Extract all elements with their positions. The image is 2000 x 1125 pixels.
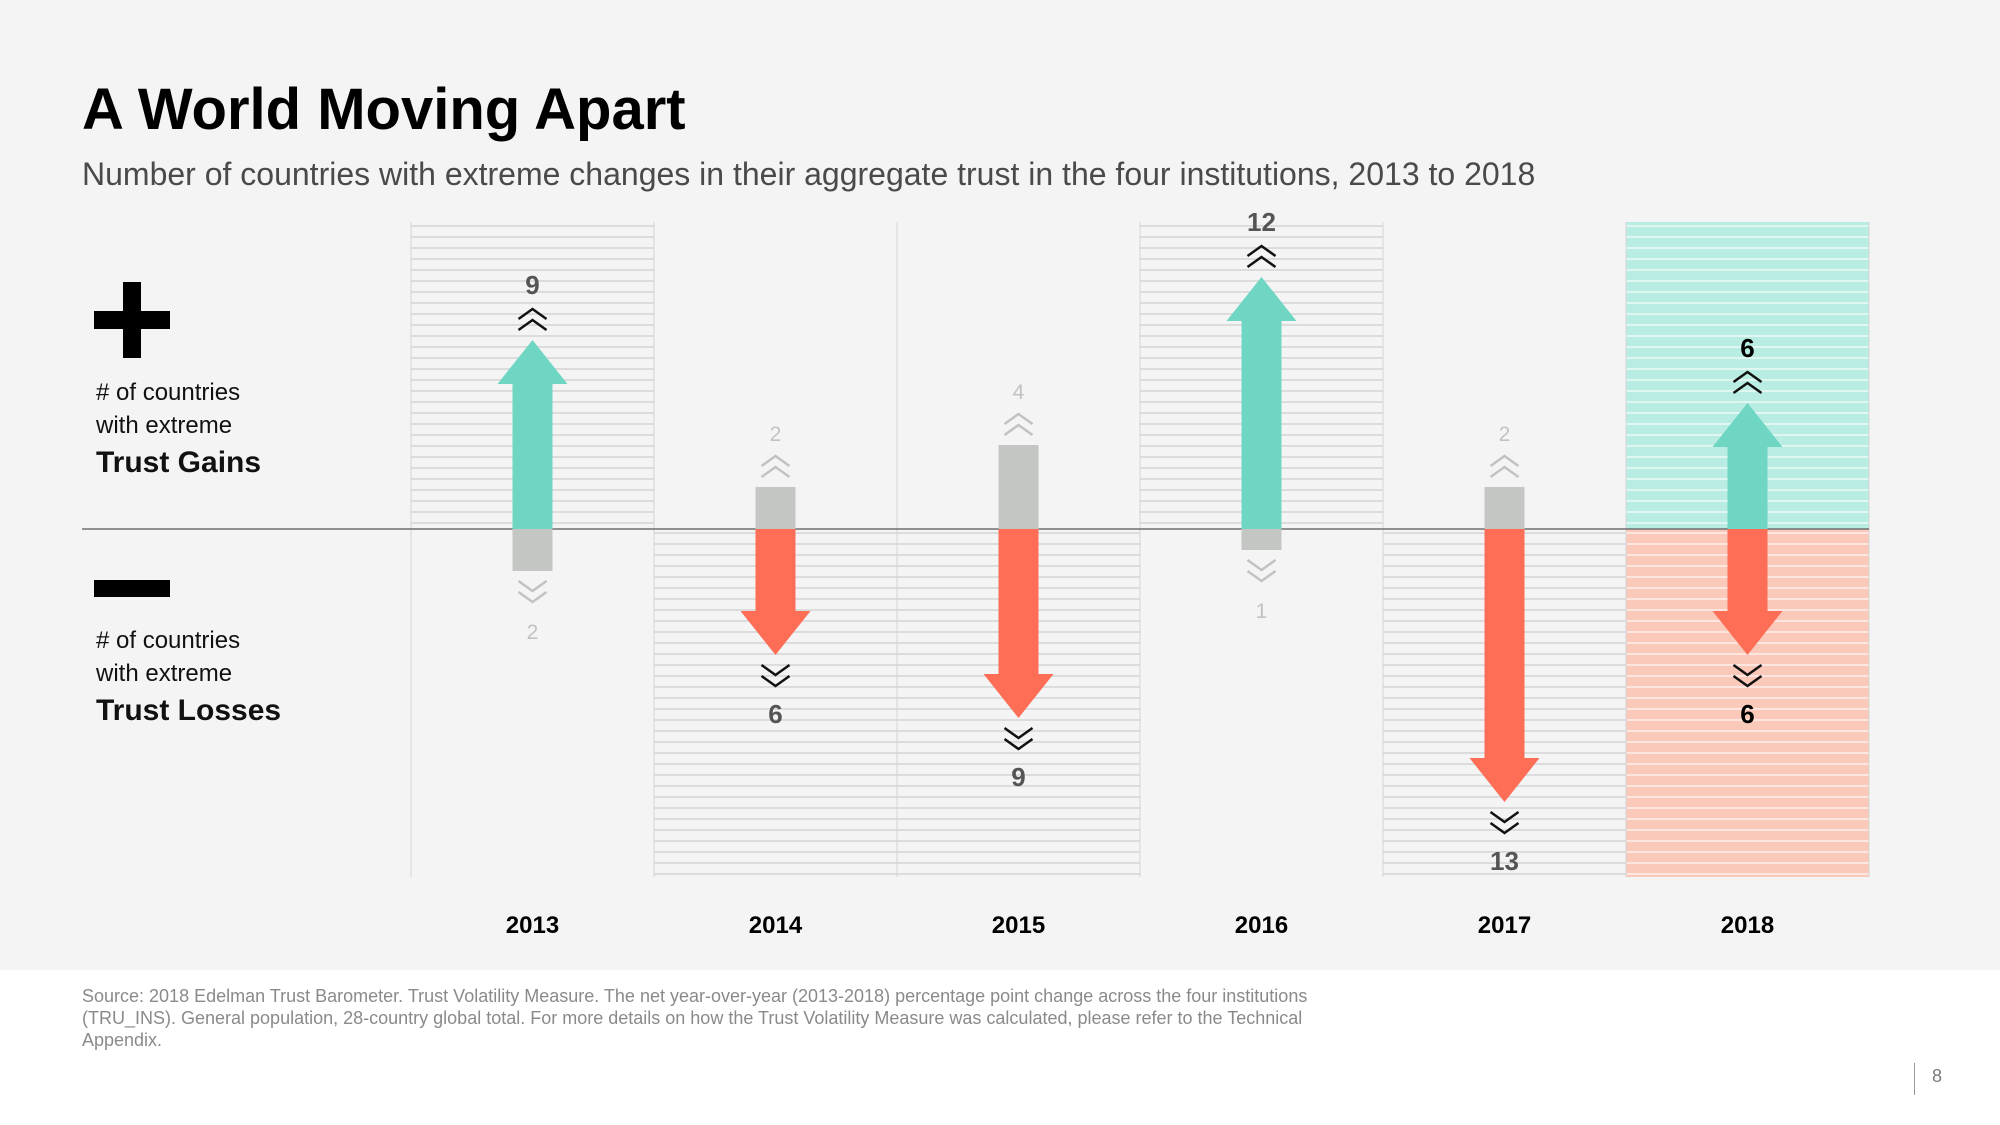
year-label-2018: 2018: [1721, 912, 1774, 939]
loss-value-2015: 9: [1011, 762, 1025, 792]
chevron: [1732, 370, 1763, 384]
loss-chevron-icon-2018: [1732, 663, 1763, 688]
gain-value-2015: 4: [1013, 381, 1025, 404]
gain-bar-2014: [755, 487, 796, 529]
chevron: [1246, 255, 1277, 269]
page-number: 8: [1932, 1066, 1943, 1086]
year-label-2016: 2016: [1235, 912, 1288, 939]
gains-legend-label: Trust Gains: [96, 446, 262, 479]
gain-bar-2015: [998, 445, 1039, 529]
loss-value-2018: 6: [1740, 699, 1754, 729]
gain-chevron-icon-2017: [1489, 454, 1520, 479]
chevron: [1489, 810, 1520, 824]
minus-icon: [94, 580, 170, 597]
gain-chevron-icon-2018: [1732, 370, 1763, 395]
chevron: [1489, 454, 1520, 468]
losses-legend-label: Trust Losses: [96, 694, 282, 727]
chevron: [1003, 726, 1034, 740]
gain-chevron-icon-2015: [1003, 412, 1034, 437]
gain-arrow-2016: [1226, 277, 1297, 529]
chevron: [1489, 821, 1520, 835]
loss-arrow-2017: [1469, 529, 1540, 802]
gain-chevron-icon-2013: [517, 307, 548, 332]
chevron: [517, 590, 548, 604]
chevron: [1246, 569, 1277, 583]
loss-arrow-2014: [740, 529, 811, 655]
chevron: [1003, 737, 1034, 751]
gain-arrow-2018: [1712, 403, 1783, 529]
loss-value-2013: 2: [527, 621, 539, 644]
loss-arrow-2018: [1712, 529, 1783, 655]
year-label-2013: 2013: [506, 912, 559, 939]
loss-chevron-icon-2015: [1003, 726, 1034, 751]
loss-chevron-icon-2013: [517, 579, 548, 604]
loss-value-2014: 6: [768, 699, 782, 729]
chevron: [760, 454, 791, 468]
chevron: [1732, 381, 1763, 395]
page-subtitle: Number of countries with extreme changes…: [82, 156, 1536, 192]
gains-legend-line2: with extreme: [96, 412, 233, 439]
gains-legend: # of countries with extreme Trust Gains: [96, 376, 261, 482]
chevron: [517, 579, 548, 593]
gain-value-2013: 9: [525, 270, 539, 300]
losses-legend-line1: # of countries: [96, 627, 241, 654]
gain-value-2016: 12: [1247, 207, 1276, 237]
year-label-2014: 2014: [749, 912, 803, 939]
losses-legend: # of countries with extreme Trust Losses: [96, 624, 281, 730]
chevron: [1489, 465, 1520, 479]
losses-legend-line2: with extreme: [96, 660, 233, 687]
gain-chevron-icon-2016: [1246, 244, 1277, 269]
chevron: [1003, 412, 1034, 426]
gains-legend-line1: # of countries: [96, 379, 241, 406]
chevron: [1246, 244, 1277, 258]
chevron: [517, 318, 548, 332]
plus-icon: [94, 282, 170, 358]
gain-value-2017: 2: [1499, 423, 1511, 446]
gain-value-2014: 2: [770, 423, 782, 446]
page-title: A World Moving Apart: [82, 77, 686, 142]
year-label-2015: 2015: [992, 912, 1045, 939]
chevron: [1003, 423, 1034, 437]
gain-value-2018: 6: [1740, 333, 1754, 363]
gain-chevron-icon-2014: [760, 454, 791, 479]
loss-value-2016: 1: [1256, 600, 1268, 623]
page-number-divider: [1914, 1063, 1915, 1095]
chevron: [1732, 674, 1763, 688]
loss-arrow-2015: [983, 529, 1054, 718]
chevron: [1732, 663, 1763, 677]
loss-value-2017: 13: [1490, 846, 1519, 876]
trust-chart: 9 2 2013 2 6 2014 4 9 2015 12 1 2016 2 13 2017 6 6 2018: [82, 207, 1870, 939]
chevron: [760, 663, 791, 677]
loss-chevron-icon-2017: [1489, 810, 1520, 835]
chevron: [1246, 558, 1277, 572]
loss-chevron-icon-2014: [760, 663, 791, 688]
chevron: [760, 674, 791, 688]
year-label-2017: 2017: [1478, 912, 1531, 939]
loss-bar-2013: [512, 529, 553, 571]
chevron: [760, 465, 791, 479]
gain-arrow-2013: [497, 340, 568, 529]
source-note: Source: 2018 Edelman Trust Barometer. Tr…: [82, 986, 1308, 1050]
loss-bar-2016: [1241, 529, 1282, 550]
loss-chevron-icon-2016: [1246, 558, 1277, 583]
chevron: [517, 307, 548, 321]
gain-bar-2017: [1484, 487, 1525, 529]
